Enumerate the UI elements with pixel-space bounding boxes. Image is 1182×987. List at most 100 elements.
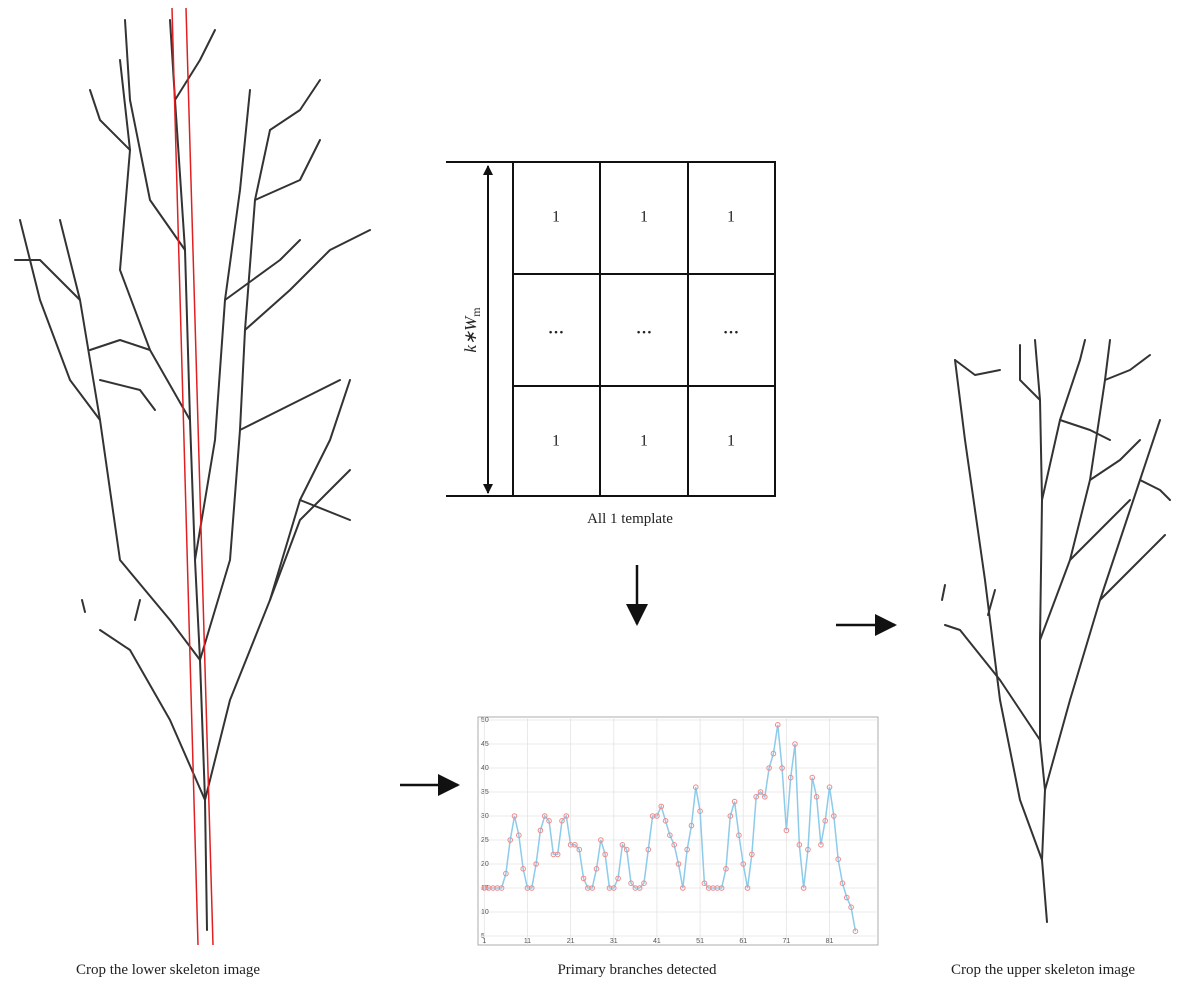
point	[684, 846, 690, 853]
y-tick-label: 45	[481, 741, 489, 748]
point	[675, 861, 682, 867]
point	[787, 774, 794, 781]
chart-frame	[477, 716, 879, 946]
point	[528, 885, 535, 891]
template-cell: 1	[727, 209, 735, 226]
point	[723, 866, 729, 872]
x-tick-label: 1	[482, 938, 486, 945]
point	[572, 842, 578, 848]
point	[792, 741, 798, 747]
height-label-sub: m	[469, 307, 483, 317]
point	[831, 813, 837, 819]
point	[692, 784, 699, 791]
point	[498, 885, 505, 891]
point	[667, 832, 673, 839]
point	[809, 774, 816, 781]
point	[770, 750, 777, 757]
point	[848, 904, 854, 911]
point	[671, 842, 677, 848]
y-tick-label: 35	[481, 789, 489, 796]
point	[753, 794, 759, 800]
point	[554, 851, 561, 858]
point	[731, 798, 738, 805]
point	[654, 813, 660, 819]
point	[589, 885, 595, 891]
caption: Crop the lower skeleton image	[76, 962, 260, 978]
point	[839, 880, 846, 887]
point	[636, 885, 643, 891]
point	[559, 818, 565, 824]
point	[783, 827, 790, 834]
template-cell: …	[636, 321, 652, 338]
point	[740, 861, 747, 867]
point	[762, 794, 768, 800]
point	[537, 827, 544, 834]
point	[507, 837, 514, 843]
point	[641, 880, 647, 887]
point	[610, 885, 617, 891]
point	[619, 842, 626, 848]
point	[602, 851, 608, 858]
y-tick-label: 10	[481, 909, 489, 916]
point	[835, 856, 841, 863]
x-tick-label: 21	[567, 938, 575, 945]
x-tick-label: 81	[826, 938, 834, 945]
point	[779, 765, 785, 771]
point	[598, 837, 604, 843]
point	[727, 813, 734, 819]
point	[818, 842, 824, 848]
x-tick-label: 31	[610, 938, 618, 945]
height-label-main: k∗W	[461, 315, 480, 353]
point	[662, 818, 669, 824]
point	[623, 846, 630, 853]
y-tick-label: 50	[481, 717, 489, 724]
point	[628, 880, 634, 887]
template-cell: 1	[727, 433, 735, 450]
point	[516, 832, 522, 839]
point	[580, 875, 587, 882]
point	[826, 784, 833, 791]
point	[658, 803, 665, 810]
point	[749, 851, 755, 858]
crop-line	[185, 7, 214, 946]
template-cell: 1	[552, 209, 560, 226]
point	[511, 813, 518, 819]
point	[697, 808, 703, 815]
point	[520, 866, 526, 872]
template-cell: 1	[640, 433, 648, 450]
y-tick-label: 20	[481, 861, 489, 868]
point	[736, 832, 742, 839]
point	[541, 813, 548, 819]
template-caption: All 1 template	[587, 511, 673, 527]
y-tick-label: 25	[481, 837, 489, 844]
point	[615, 875, 621, 882]
point	[593, 866, 600, 872]
point	[766, 765, 772, 771]
caption: Crop the upper skeleton image	[951, 962, 1135, 978]
caption: Primary branches detected	[557, 962, 717, 978]
x-tick-label: 61	[739, 938, 747, 945]
template-cell: 1	[552, 433, 560, 450]
point	[843, 894, 850, 901]
point	[822, 818, 829, 824]
crop-line	[171, 7, 199, 946]
point	[576, 846, 583, 853]
point	[796, 842, 803, 848]
template-cell: 1	[640, 209, 648, 226]
point	[852, 928, 859, 935]
y-tick-label: 5	[481, 933, 485, 940]
template-cell: …	[548, 321, 564, 338]
x-tick-label: 11	[524, 938, 531, 945]
point	[503, 870, 509, 877]
point	[744, 885, 751, 891]
template-cell: …	[723, 321, 739, 338]
point	[533, 861, 539, 867]
point	[774, 722, 781, 728]
point	[800, 885, 807, 891]
lower-skeleton	[14, 19, 371, 931]
point	[546, 818, 552, 824]
point	[688, 822, 695, 829]
point	[701, 880, 708, 887]
